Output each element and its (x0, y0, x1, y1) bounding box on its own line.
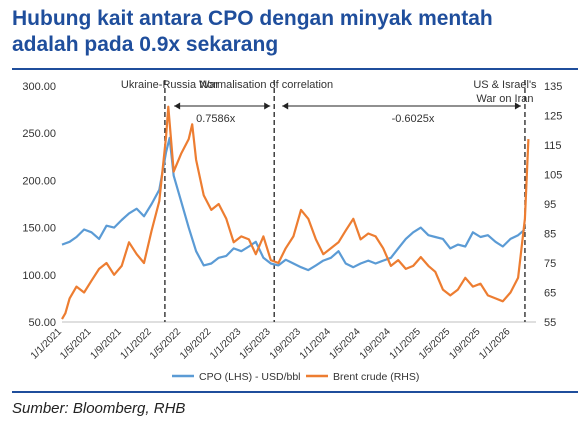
annotation-us-israel-war: War on Iran (476, 93, 533, 105)
right-axis-tick-label: 85 (544, 229, 556, 241)
x-axis-tick-label: 1/5/2022 (148, 326, 184, 362)
left-axis-tick-label: 100.00 (22, 270, 56, 282)
right-axis-tick-label: 105 (544, 170, 562, 182)
top-divider (12, 68, 578, 70)
title-line-1: Hubung kait antara CPO dengan minyak men… (12, 7, 493, 30)
left-axis-tick-label: 250.00 (22, 128, 56, 140)
arrow-head-left (174, 102, 181, 110)
title-line-2: adalah pada 0.9x sekarang (12, 33, 279, 56)
x-axis-tick-label: 1/1/2022 (118, 326, 154, 362)
arrow-head-left (282, 102, 289, 110)
right-axis-tick-label: 55 (544, 317, 556, 329)
right-axis-tick-label: 125 (544, 111, 562, 123)
bottom-divider (12, 391, 578, 393)
x-axis-tick-label: 1/9/2021 (88, 326, 124, 362)
right-axis-tick-label: 65 (544, 288, 556, 300)
x-axis-tick-label: 1/9/2023 (268, 326, 304, 362)
correlation-label: -0.6025x (392, 113, 435, 125)
left-axis-tick-label: 200.00 (22, 175, 56, 187)
right-axis-tick-label: 95 (544, 199, 556, 211)
x-axis-tick-label: 1/1/2023 (208, 326, 244, 362)
annotation-normalisation: Normalisation of correlation (199, 79, 333, 91)
x-axis-tick-label: 1/5/2021 (58, 326, 94, 362)
right-axis-tick-label: 115 (544, 140, 562, 152)
x-axis-tick-label: 1/9/2024 (358, 326, 394, 362)
x-axis-tick-label: 1/1/2026 (477, 326, 513, 362)
x-axis-tick-label: 1/5/2025 (417, 326, 453, 362)
cpo-series-line (61, 136, 526, 272)
legend-label: CPO (LHS) - USD/bbl (199, 371, 301, 383)
left-axis-tick-label: 150.00 (22, 223, 56, 235)
arrow-head-right (264, 102, 271, 110)
x-axis-tick-label: 1/5/2023 (238, 326, 274, 362)
x-axis-tick-label: 1/1/2025 (388, 326, 424, 362)
arrow-head-right (514, 102, 521, 110)
x-axis-tick-label: 1/9/2022 (178, 326, 214, 362)
legend-label: Brent crude (RHS) (333, 371, 419, 383)
page-title: Hubung kait antara CPO dengan minyak men… (12, 6, 578, 58)
x-axis-tick-label: 1/5/2024 (327, 326, 363, 362)
annotation-ukraine-russia-war: Ukraine-Russia War (121, 79, 219, 91)
left-axis-tick-label: 50.00 (28, 317, 56, 329)
source-note: Sumber: Bloomberg, RHB (12, 400, 186, 417)
x-axis-tick-label: 1/1/2024 (298, 326, 334, 362)
correlation-label: 0.7586x (196, 113, 236, 125)
right-axis-tick-label: 135 (544, 81, 562, 93)
x-axis-tick-label: 1/1/2021 (29, 326, 65, 362)
left-axis-tick-label: 300.00 (22, 81, 56, 93)
annotation-us-israel-war: US & Israel's (473, 79, 537, 91)
correlation-chart: 50.00 100.00 150.00 200.00 250.00 300.00 55 65 7… (22, 79, 562, 383)
x-axis-tick-label: 1/9/2025 (447, 326, 483, 362)
brent-series-line (61, 105, 530, 320)
right-axis-tick-label: 75 (544, 258, 556, 270)
